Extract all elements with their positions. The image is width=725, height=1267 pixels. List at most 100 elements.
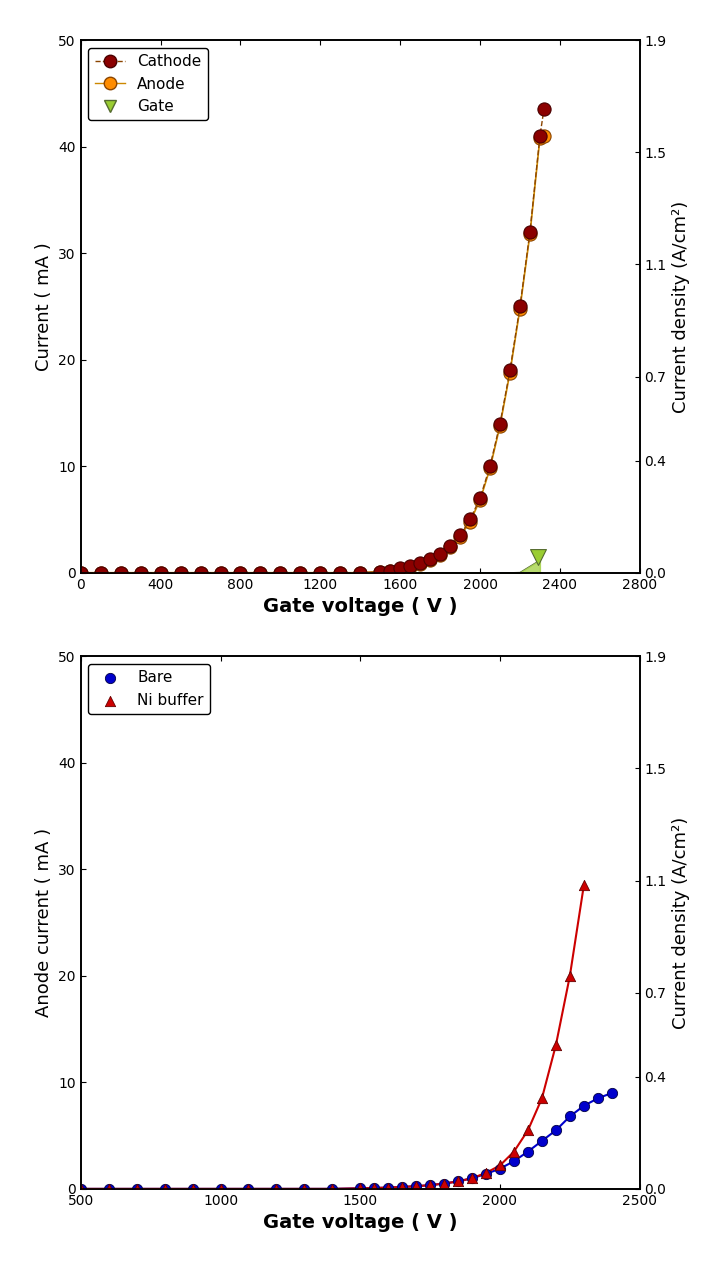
Point [155, 563, 167, 583]
Point [415, 554, 426, 574]
Point [275, 563, 286, 583]
Point [175, 563, 186, 583]
Bare [550, 1120, 562, 1140]
Bare [130, 1178, 142, 1199]
Point [464, 512, 476, 532]
Point [175, 563, 186, 583]
Bare [187, 1178, 199, 1199]
Point [434, 545, 446, 565]
Y-axis label: Current ( mA ): Current ( mA ) [35, 242, 53, 371]
Point [538, 125, 550, 146]
Point [415, 552, 426, 573]
Point [474, 490, 486, 511]
Ni buffer [536, 1088, 547, 1109]
Point [534, 128, 546, 148]
X-axis label: Gate voltage ( V ): Gate voltage ( V ) [263, 597, 457, 616]
Point [384, 560, 396, 580]
Ni buffer [480, 1163, 492, 1183]
Point [444, 537, 456, 557]
Point [524, 222, 536, 242]
Point [494, 416, 506, 436]
Point [75, 563, 86, 583]
Bare [382, 1177, 394, 1197]
Ni buffer [326, 1178, 338, 1199]
Point [464, 509, 476, 530]
Point [444, 536, 456, 556]
Point [195, 563, 207, 583]
Ni buffer [494, 1156, 506, 1176]
Point [405, 556, 416, 576]
Point [514, 299, 526, 319]
Ni buffer [578, 875, 589, 896]
Bare [270, 1178, 282, 1199]
Ni buffer [397, 1177, 408, 1197]
Point [235, 563, 247, 583]
Bare [75, 1178, 86, 1199]
Point [394, 560, 406, 580]
Point [254, 563, 266, 583]
Y-axis label: Anode current ( mA ): Anode current ( mA ) [35, 829, 53, 1017]
X-axis label: Gate voltage ( V ): Gate voltage ( V ) [263, 1214, 457, 1233]
Bare [215, 1178, 226, 1199]
Point [474, 488, 486, 508]
Ni buffer [410, 1176, 422, 1196]
Point [195, 563, 207, 583]
Y-axis label: Current density (A/cm²): Current density (A/cm²) [672, 200, 690, 413]
Point [275, 563, 286, 583]
Bare [452, 1171, 464, 1191]
Point [115, 563, 126, 583]
Point [374, 561, 386, 582]
Bare [466, 1168, 478, 1188]
Bare [410, 1176, 422, 1196]
Ni buffer [368, 1178, 380, 1199]
Point [514, 296, 526, 317]
Bare [243, 1178, 254, 1199]
Ni buffer [215, 1178, 226, 1199]
Point [455, 526, 466, 546]
Point [75, 563, 86, 583]
Bare [480, 1164, 492, 1185]
Point [434, 544, 446, 564]
Point [504, 360, 515, 380]
Point [484, 456, 496, 476]
Point [155, 563, 167, 583]
Bare [578, 1096, 589, 1116]
Point [215, 563, 226, 583]
Point [405, 557, 416, 578]
Point [494, 413, 506, 433]
Point [315, 563, 326, 583]
Point [95, 563, 107, 583]
Ni buffer [159, 1178, 170, 1199]
Bare [397, 1177, 408, 1197]
Ni buffer [103, 1178, 115, 1199]
Point [95, 563, 107, 583]
Ni buffer [452, 1171, 464, 1191]
Bare [355, 1178, 366, 1199]
Point [355, 563, 366, 583]
Point [334, 563, 346, 583]
Ni buffer [564, 965, 576, 986]
Point [135, 563, 146, 583]
Bare [103, 1178, 115, 1199]
Point [538, 99, 550, 119]
Point [254, 563, 266, 583]
Point [484, 459, 496, 479]
Legend: Bare, Ni buffer: Bare, Ni buffer [88, 664, 210, 713]
Y-axis label: Current density (A/cm²): Current density (A/cm²) [672, 816, 690, 1029]
Point [424, 550, 436, 570]
Point [294, 563, 306, 583]
Ni buffer [439, 1173, 450, 1194]
Bare [522, 1142, 534, 1162]
Point [294, 563, 306, 583]
Bare [508, 1150, 520, 1171]
Point [524, 224, 536, 245]
Bare [536, 1131, 547, 1152]
Ni buffer [355, 1178, 366, 1199]
Ni buffer [466, 1168, 478, 1188]
Point [384, 561, 396, 582]
Ni buffer [382, 1177, 394, 1197]
Ni buffer [424, 1175, 436, 1195]
Point [534, 125, 546, 146]
Bare [368, 1178, 380, 1199]
Ni buffer [130, 1178, 142, 1199]
